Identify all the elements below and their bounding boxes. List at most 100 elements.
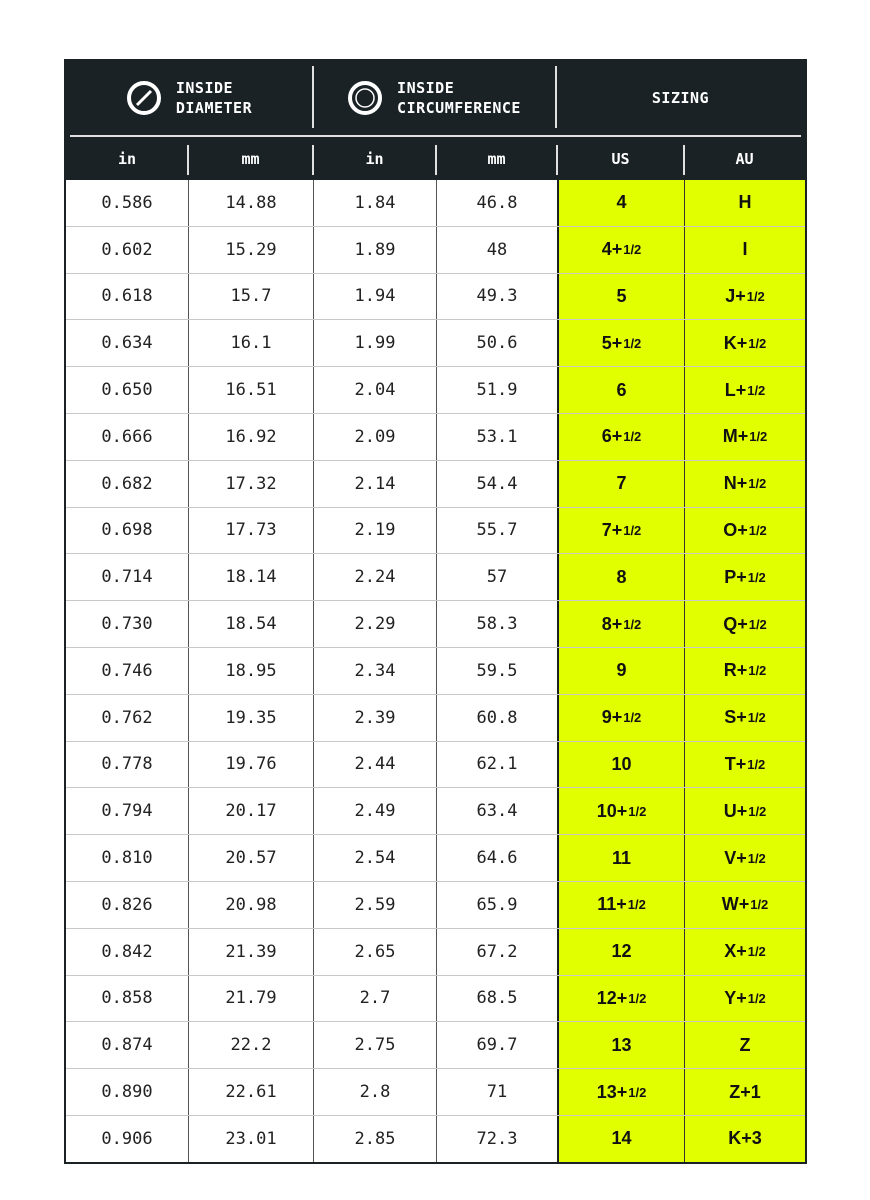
label-line: CIRCUMFERENCE <box>397 99 521 117</box>
circumference-in-cell: 2.75 <box>313 1022 436 1069</box>
ring-size-table: INSIDE DIAMETER INSIDE CIRCUMFERENCE SIZIN… <box>64 59 807 1164</box>
table-row: 0.746 18.95 2.34 59.5 9 R+ 1/2 <box>66 646 805 694</box>
label-line: INSIDE <box>175 79 234 97</box>
label-line: DIAMETER <box>175 99 253 117</box>
diameter-mm-cell: 16.1 <box>188 320 313 367</box>
diameter-in-cell: 0.650 <box>101 380 153 401</box>
circumference-mm-cell: 63.4 <box>436 788 557 835</box>
circumference-in-cell: 2.29 <box>313 601 436 647</box>
table-row: 0.602 15.29 1.89 48 4+ 1/2 I <box>66 225 805 273</box>
size-fraction: 1/2 <box>623 710 642 726</box>
au-size-cell: S+ 1/2 <box>684 694 805 741</box>
au-size-cell: Z <box>684 1022 805 1069</box>
au-size-cell: R+ 1/2 <box>684 647 805 694</box>
au-size-cell: M+ 1/2 <box>684 413 805 460</box>
diameter-mm-cell: 22.2 <box>188 1022 313 1069</box>
au-size-cell: H <box>684 180 805 226</box>
circumference-in-cell: 2.54 <box>313 835 436 881</box>
au-size-cell: U+ 1/2 <box>684 788 805 835</box>
size-fraction: 1/2 <box>627 897 646 913</box>
diameter-mm-cell: 20.57 <box>188 835 313 881</box>
au-size-cell: J+ 1/2 <box>684 273 805 320</box>
size-main: S+ <box>724 707 747 728</box>
group-inside-circumference: INSIDE CIRCUMFERENCE <box>312 61 556 135</box>
us-size-cell: 7+ 1/2 <box>557 507 684 554</box>
us-size-cell: 11 <box>557 835 684 881</box>
circumference-in-cell: 2.49 <box>313 788 436 835</box>
au-size-cell: W+ 1/2 <box>684 881 805 928</box>
size-fraction: 1/2 <box>746 288 765 304</box>
us-size-cell: 14 <box>557 1115 684 1162</box>
diameter-mm-cell: 20.98 <box>188 881 313 928</box>
size-fraction: 1/2 <box>748 616 767 632</box>
size-main: J+ <box>725 285 746 306</box>
table-row: 0.858 21.79 2.7 68.5 12+ 1/2 Y+ 1/2 <box>66 974 805 1022</box>
us-size-cell: 11+ 1/2 <box>557 881 684 928</box>
size-fraction: 1/2 <box>750 897 769 913</box>
diameter-in-cell: 0.858 <box>101 988 153 1009</box>
table-row: 0.618 15.7 1.94 49.3 5 J+ 1/2 <box>66 272 805 320</box>
au-size-cell: V+ 1/2 <box>684 835 805 881</box>
circumference-mm-cell: 57 <box>436 554 557 601</box>
size-main: X+ <box>724 941 747 962</box>
circumference-mm-cell: 49.3 <box>436 273 557 320</box>
circumference-in-cell: 2.44 <box>313 741 436 788</box>
size-main: 12+ <box>596 987 628 1008</box>
circumference-in-cell: 2.65 <box>313 928 436 975</box>
circumference-in-cell: 2.09 <box>313 413 436 460</box>
diameter-in-cell: 0.794 <box>101 801 153 822</box>
diameter-in-cell: 0.810 <box>101 848 153 869</box>
us-size-cell: 9+ 1/2 <box>557 694 684 741</box>
divider <box>555 66 557 128</box>
divider <box>187 145 189 175</box>
group-sizing: SIZING <box>651 89 710 107</box>
circumference-in-cell: 2.24 <box>313 554 436 601</box>
diameter-mm-cell: 15.29 <box>188 226 313 273</box>
column-header: mm <box>487 149 506 168</box>
au-size-cell: I <box>684 226 805 273</box>
au-size-cell: Z+1 <box>684 1069 805 1115</box>
circumference-in-cell: 1.84 <box>313 180 436 226</box>
size-fraction: 1/2 <box>747 569 766 585</box>
circumference-mm-cell: 58.3 <box>436 601 557 647</box>
size-fraction: 1/2 <box>623 616 642 632</box>
diameter-mm-cell: 18.54 <box>188 601 313 647</box>
diameter-in-cell: 0.666 <box>101 426 153 447</box>
us-size-cell: 13+ 1/2 <box>557 1069 684 1115</box>
size-main: R+ <box>723 660 748 681</box>
diameter-mm-cell: 18.14 <box>188 554 313 601</box>
circumference-mm-cell: 50.6 <box>436 320 557 367</box>
size-fraction: 1/2 <box>748 663 767 679</box>
size-main: 10+ <box>596 800 628 821</box>
circumference-mm-cell: 67.2 <box>436 928 557 975</box>
circumference-in-cell: 2.59 <box>313 881 436 928</box>
circumference-mm-cell: 48 <box>436 226 557 273</box>
circumference-in-cell: 2.85 <box>313 1115 436 1162</box>
au-size-cell: Q+ 1/2 <box>684 601 805 647</box>
table-row: 0.698 17.73 2.19 55.7 7+ 1/2 O+ 1/2 <box>66 506 805 554</box>
size-main: O+ <box>723 519 748 540</box>
label-line: INSIDE <box>397 79 455 97</box>
size-fraction: 1/2 <box>747 710 766 726</box>
circle-diameter-icon <box>126 81 161 115</box>
circumference-mm-cell: 68.5 <box>436 975 557 1022</box>
table-row: 0.874 22.2 2.75 69.7 13 Z <box>66 1021 805 1069</box>
diameter-mm-cell: 19.76 <box>188 741 313 788</box>
diameter-mm-cell: 16.51 <box>188 367 313 413</box>
circumference-mm-cell: 64.6 <box>436 835 557 881</box>
circumference-mm-cell: 46.8 <box>436 180 557 226</box>
circumference-in-cell: 1.99 <box>313 320 436 367</box>
size-main: 5+ <box>601 332 623 353</box>
circumference-mm-cell: 53.1 <box>436 413 557 460</box>
size-fraction: 1/2 <box>623 522 642 538</box>
size-fraction: 1/2 <box>747 990 766 1006</box>
size-fraction: 1/2 <box>748 476 767 492</box>
circumference-mm-cell: 60.8 <box>436 694 557 741</box>
size-fraction: 1/2 <box>747 756 766 772</box>
diameter-mm-cell: 17.73 <box>188 507 313 554</box>
column-header: AU <box>735 149 754 168</box>
circumference-mm-cell: 62.1 <box>436 741 557 788</box>
circumference-in-cell: 2.39 <box>313 694 436 741</box>
size-fraction: 1/2 <box>748 335 767 351</box>
size-fraction: 1/2 <box>748 522 767 538</box>
